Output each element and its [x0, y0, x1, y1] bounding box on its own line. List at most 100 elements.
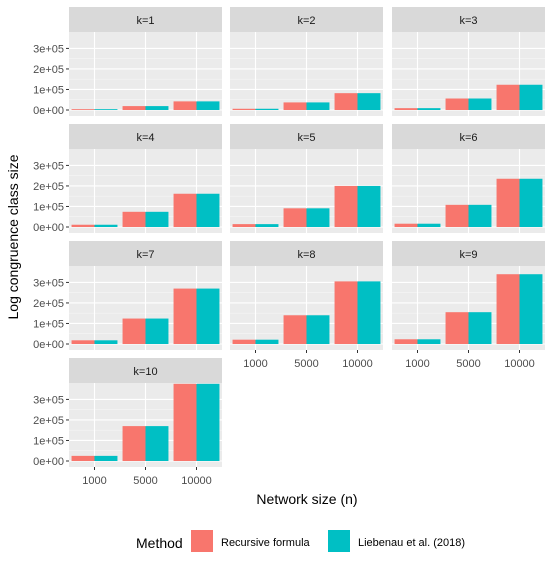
bar-recursive-formula: [445, 98, 469, 110]
bar-liebenau: [519, 178, 543, 227]
bar-liebenau: [306, 102, 330, 110]
legend-label-recursive-formula: Recursive formula: [221, 537, 311, 549]
bar-recursive-formula: [122, 106, 146, 110]
y-tick-label: 1e+05: [33, 435, 64, 447]
bar-recursive-formula: [173, 288, 197, 344]
bar-recursive-formula: [232, 224, 256, 227]
y-tick-label: 1e+05: [33, 201, 64, 213]
facet-k1: k=1 0e+00 1e+05 2e+05 3e+05: [33, 7, 222, 117]
y-tick-label: 2e+05: [33, 298, 64, 310]
bar-recursive-formula: [71, 109, 95, 110]
bar-recursive-formula: [496, 178, 520, 227]
y-tick-label: 0e+00: [33, 339, 64, 351]
bar-liebenau: [468, 312, 492, 344]
bar-liebenau: [357, 93, 381, 110]
bar-liebenau: [94, 455, 118, 461]
facet-k3: k=3: [392, 7, 545, 116]
bar-recursive-formula: [445, 204, 469, 227]
facet-k7: k=7 0e+00 1e+05 2e+05 3e+05: [33, 241, 222, 351]
bar-recursive-formula: [122, 211, 146, 227]
facet-label: k=9: [459, 249, 477, 261]
facet-strip: [69, 358, 222, 383]
y-tick-label: 2e+05: [33, 64, 64, 76]
y-tick-label: 0e+00: [33, 456, 64, 468]
bar-liebenau: [94, 224, 118, 227]
facet-k6: k=6: [392, 124, 545, 233]
facet-strip: [230, 241, 383, 266]
legend-label-liebenau: Liebenau et al. (2018): [358, 537, 465, 549]
facet-strip: [230, 124, 383, 149]
bar-liebenau: [306, 315, 330, 344]
y-tick-label: 0e+00: [33, 105, 64, 117]
bar-liebenau: [468, 98, 492, 110]
x-tick-label: 1000: [243, 358, 267, 370]
facet-strip: [392, 241, 545, 266]
x-tick-label: 5000: [133, 475, 157, 487]
bar-recursive-formula: [496, 274, 520, 344]
facet-strip: [392, 124, 545, 149]
x-tick-label: 1000: [82, 475, 106, 487]
y-tick-label: 1e+05: [33, 84, 64, 96]
bar-liebenau: [145, 211, 169, 227]
bar-liebenau: [255, 339, 279, 344]
bar-liebenau: [196, 193, 220, 227]
bar-liebenau: [468, 204, 492, 227]
bar-recursive-formula: [71, 455, 95, 461]
bar-liebenau: [94, 109, 118, 110]
facet-label: k=8: [297, 249, 315, 261]
y-tick-label: 3e+05: [33, 394, 64, 406]
bar-liebenau: [417, 108, 441, 110]
facet-label: k=1: [136, 15, 154, 27]
bar-recursive-formula: [283, 315, 307, 344]
bar-liebenau: [145, 318, 169, 344]
legend-title: Method: [136, 535, 183, 551]
facet-k9: k=9 1000 5000 10000: [392, 241, 545, 370]
facet-k2: k=2: [230, 7, 383, 116]
bar-liebenau: [196, 288, 220, 344]
bar-recursive-formula: [445, 312, 469, 344]
bar-recursive-formula: [334, 281, 358, 344]
bar-recursive-formula: [334, 185, 358, 227]
y-axis-title: Log congruence class size: [5, 154, 21, 319]
bar-liebenau: [196, 383, 220, 461]
bar-recursive-formula: [122, 318, 146, 344]
x-tick-label: 10000: [504, 358, 535, 370]
facet-k4: k=4 0e+00 1e+05 2e+05 3e+05: [33, 124, 222, 234]
facet-strip: [69, 7, 222, 32]
facet-strip: [69, 241, 222, 266]
x-axis-title: Network size (n): [256, 491, 357, 507]
legend: Method Recursive formula Liebenau et al.…: [136, 530, 465, 552]
legend-key-liebenau: [328, 530, 350, 552]
bar-liebenau: [306, 208, 330, 227]
y-tick-label: 2e+05: [33, 415, 64, 427]
x-tick-label: 1000: [405, 358, 429, 370]
y-tick-label: 0e+00: [33, 222, 64, 234]
bar-liebenau: [417, 339, 441, 344]
x-tick-label: 10000: [181, 475, 212, 487]
bar-recursive-formula: [496, 84, 520, 110]
x-tick-label: 5000: [294, 358, 318, 370]
bar-liebenau: [357, 185, 381, 227]
bar-liebenau: [519, 274, 543, 344]
facet-label: k=6: [459, 132, 477, 144]
facet-label: k=3: [459, 15, 477, 27]
x-tick-label: 5000: [456, 358, 480, 370]
bar-recursive-formula: [173, 101, 197, 110]
bar-recursive-formula: [394, 339, 418, 344]
facet-label: k=10: [133, 366, 157, 378]
facet-label: k=2: [297, 15, 315, 27]
y-tick-label: 3e+05: [33, 160, 64, 172]
x-tick-label: 10000: [342, 358, 373, 370]
bar-recursive-formula: [334, 93, 358, 110]
bar-recursive-formula: [122, 426, 146, 461]
facet-k10: k=10 0e+00 1e+05 2e+05 3e+05 1000 5000 10000: [33, 358, 222, 487]
bar-recursive-formula: [283, 208, 307, 227]
facet-strip: [69, 124, 222, 149]
bar-liebenau: [196, 101, 220, 110]
y-tick-label: 2e+05: [33, 181, 64, 193]
y-tick-label: 3e+05: [33, 43, 64, 55]
bar-recursive-formula: [394, 223, 418, 227]
bar-liebenau: [145, 426, 169, 461]
facet-k5: k=5: [230, 124, 383, 233]
bar-liebenau: [145, 106, 169, 110]
